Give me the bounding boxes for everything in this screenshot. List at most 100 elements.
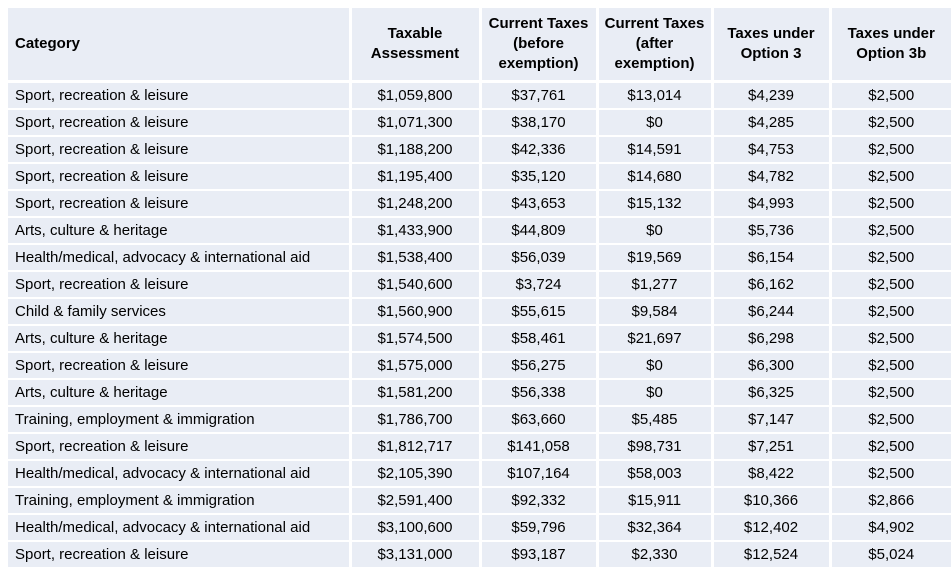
value-cell: $1,071,300 [350, 109, 482, 137]
value-cell: $3,724 [480, 271, 599, 299]
value-cell: $1,277 [597, 271, 714, 299]
value-cell: $2,500 [830, 271, 951, 299]
value-cell: $1,786,700 [350, 406, 482, 434]
column-header-taxable-assessment: Taxable Assessment [350, 8, 482, 83]
value-cell: $2,500 [830, 81, 951, 110]
value-cell: $2,866 [830, 487, 951, 515]
header-row: Category Taxable Assessment Current Taxes … [8, 8, 951, 83]
value-cell: $2,500 [830, 136, 951, 164]
value-cell: $2,500 [830, 325, 951, 353]
tax-table: Category Taxable Assessment Current Taxes … [8, 8, 951, 569]
category-cell: Child & family services [8, 298, 352, 326]
value-cell: $6,325 [712, 379, 832, 407]
category-cell: Arts, culture & heritage [8, 379, 352, 407]
column-header-taxes-under-option-3: Taxes under Option 3 [712, 8, 832, 83]
value-cell: $2,500 [830, 379, 951, 407]
value-cell: $6,298 [712, 325, 832, 353]
table-row: Sport, recreation & leisure $1,195,400 $35… [8, 163, 951, 191]
value-cell: $0 [597, 217, 714, 245]
value-cell: $56,338 [480, 379, 599, 407]
category-cell: Arts, culture & heritage [8, 325, 352, 353]
table-row: Health/medical, advocacy & international… [8, 460, 951, 488]
category-cell: Sport, recreation & leisure [8, 433, 352, 461]
value-cell: $4,902 [830, 514, 951, 542]
value-cell: $6,244 [712, 298, 832, 326]
value-cell: $1,540,600 [350, 271, 482, 299]
value-cell: $15,911 [597, 487, 714, 515]
value-cell: $2,500 [830, 163, 951, 191]
column-header-taxes-under-option-3b: Taxes under Option 3b [830, 8, 951, 83]
value-cell: $1,433,900 [350, 217, 482, 245]
table-row: Arts, culture & heritage $1,574,500 $58,46… [8, 325, 951, 353]
value-cell: $2,500 [830, 433, 951, 461]
table-row: Arts, culture & heritage $1,581,200 $56,33… [8, 379, 951, 407]
value-cell: $2,500 [830, 406, 951, 434]
column-header-category: Category [8, 8, 352, 83]
value-cell: $19,569 [597, 244, 714, 272]
value-cell: $3,131,000 [350, 541, 482, 569]
value-cell: $58,003 [597, 460, 714, 488]
value-cell: $21,697 [597, 325, 714, 353]
value-cell: $15,132 [597, 190, 714, 218]
value-cell: $1,538,400 [350, 244, 482, 272]
value-cell: $2,330 [597, 541, 714, 569]
value-cell: $3,100,600 [350, 514, 482, 542]
category-cell: Sport, recreation & leisure [8, 271, 352, 299]
value-cell: $9,584 [597, 298, 714, 326]
value-cell: $37,761 [480, 81, 599, 110]
table-header: Category Taxable Assessment Current Taxes … [8, 8, 951, 83]
value-cell: $35,120 [480, 163, 599, 191]
value-cell: $107,164 [480, 460, 599, 488]
value-cell: $8,422 [712, 460, 832, 488]
value-cell: $5,485 [597, 406, 714, 434]
category-cell: Sport, recreation & leisure [8, 136, 352, 164]
table-row: Training, employment & immigration $1,786… [8, 406, 951, 434]
table-row: Health/medical, advocacy & international… [8, 244, 951, 272]
category-cell: Sport, recreation & leisure [8, 109, 352, 137]
value-cell: $63,660 [480, 406, 599, 434]
value-cell: $2,591,400 [350, 487, 482, 515]
value-cell: $56,039 [480, 244, 599, 272]
value-cell: $12,402 [712, 514, 832, 542]
value-cell: $56,275 [480, 352, 599, 380]
category-cell: Training, employment & immigration [8, 487, 352, 515]
table-row: Sport, recreation & leisure $1,188,200 $42… [8, 136, 951, 164]
value-cell: $38,170 [480, 109, 599, 137]
value-cell: $32,364 [597, 514, 714, 542]
value-cell: $0 [597, 352, 714, 380]
value-cell: $2,500 [830, 109, 951, 137]
value-cell: $7,147 [712, 406, 832, 434]
value-cell: $1,248,200 [350, 190, 482, 218]
value-cell: $6,300 [712, 352, 832, 380]
value-cell: $14,591 [597, 136, 714, 164]
value-cell: $2,500 [830, 217, 951, 245]
value-cell: $7,251 [712, 433, 832, 461]
column-header-current-taxes-before-exemption: Current Taxes (before exemption) [480, 8, 599, 83]
category-cell: Sport, recreation & leisure [8, 352, 352, 380]
value-cell: $4,993 [712, 190, 832, 218]
value-cell: $43,653 [480, 190, 599, 218]
value-cell: $2,500 [830, 244, 951, 272]
value-cell: $1,812,717 [350, 433, 482, 461]
value-cell: $59,796 [480, 514, 599, 542]
table-row: Sport, recreation & leisure $3,131,000 $93… [8, 541, 951, 569]
value-cell: $141,058 [480, 433, 599, 461]
value-cell: $13,014 [597, 81, 714, 110]
value-cell: $6,162 [712, 271, 832, 299]
value-cell: $1,574,500 [350, 325, 482, 353]
value-cell: $0 [597, 379, 714, 407]
category-cell: Sport, recreation & leisure [8, 163, 352, 191]
table-row: Sport, recreation & leisure $1,071,300 $38… [8, 109, 951, 137]
table-row: Training, employment & immigration $2,591… [8, 487, 951, 515]
category-cell: Sport, recreation & leisure [8, 190, 352, 218]
category-cell: Arts, culture & heritage [8, 217, 352, 245]
value-cell: $2,105,390 [350, 460, 482, 488]
value-cell: $12,524 [712, 541, 832, 569]
value-cell: $42,336 [480, 136, 599, 164]
value-cell: $55,615 [480, 298, 599, 326]
table-row: Sport, recreation & leisure $1,575,000 $56… [8, 352, 951, 380]
value-cell: $4,285 [712, 109, 832, 137]
value-cell: $92,332 [480, 487, 599, 515]
value-cell: $14,680 [597, 163, 714, 191]
value-cell: $2,500 [830, 298, 951, 326]
